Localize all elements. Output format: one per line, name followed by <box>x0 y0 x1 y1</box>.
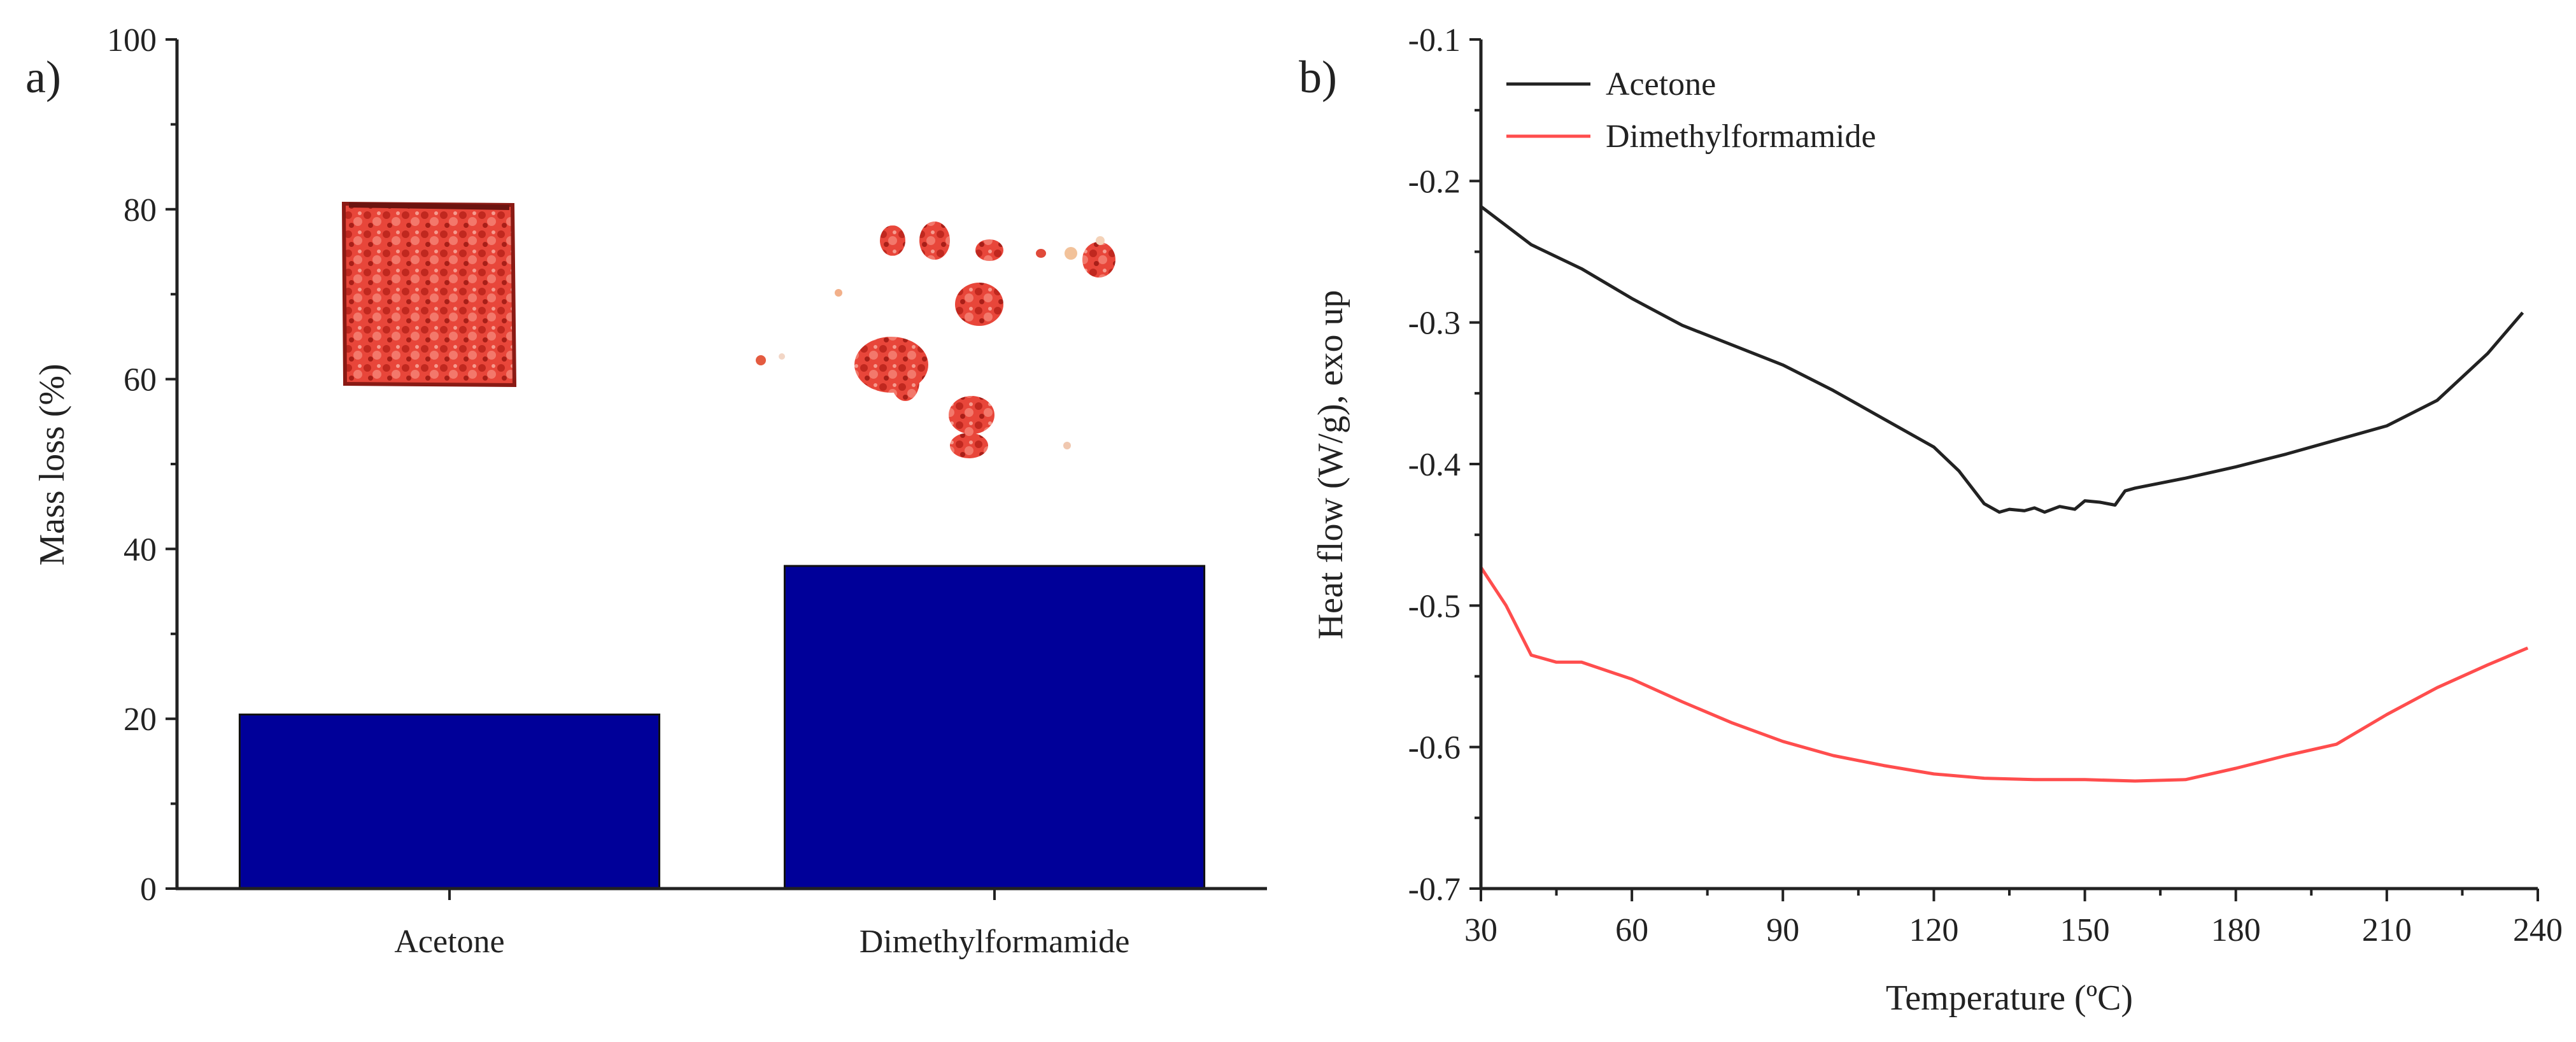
panel-b-label: b) <box>1299 52 1337 102</box>
line-chart-panel: b) -0.7 -0.6 -0.5 -0.4 -0.3 -0.2 -0.1 30 60 90 12… <box>1299 22 2563 1018</box>
y-tick-label: -0.5 <box>1408 588 1461 624</box>
x-tick-label: Acetone <box>394 924 504 960</box>
y-tick-label: 100 <box>107 22 157 59</box>
y-tick-label: 80 <box>124 192 157 229</box>
line-series <box>1479 205 2529 783</box>
x-tick-label: 120 <box>1909 912 1958 948</box>
bar-0 <box>238 714 661 890</box>
y-tick-label: -0.7 <box>1408 871 1461 908</box>
y-axis-title: Heat flow (W/g), exo up <box>1311 290 1350 640</box>
x-axis-title: Temperature (ºC) <box>1886 978 2133 1018</box>
intact-sample-photo <box>341 201 517 388</box>
y-tick-label: -0.3 <box>1408 306 1461 342</box>
x-tick-label: 150 <box>2060 912 2110 948</box>
y-tick-label: 20 <box>124 701 157 738</box>
x-tick-label: Dimethylformamide <box>860 924 1130 960</box>
fragmented-sample-photo <box>756 222 1115 458</box>
x-tick-label: 180 <box>2211 912 2261 948</box>
x-axis-ticks: 30 60 90 120 150 180 210 240 <box>1464 889 2563 948</box>
legend: Acetone Dimethylformamide <box>1506 66 1876 155</box>
y-axis-ticks: 0 20 40 60 80 100 <box>107 22 177 908</box>
y-tick-label: 0 <box>140 871 157 908</box>
y-tick-label: -0.2 <box>1408 164 1461 200</box>
x-tick-label: 60 <box>1615 912 1648 948</box>
x-axis-ticks: Acetone Dimethylformamide <box>394 889 1129 960</box>
y-tick-label: -0.4 <box>1408 447 1461 483</box>
y-tick-label: -0.1 <box>1408 22 1461 59</box>
series-line-0 <box>1480 205 2524 514</box>
y-tick-label: 40 <box>124 532 157 568</box>
panel-a-label: a) <box>25 52 61 102</box>
bar-series <box>238 565 1206 890</box>
legend-label-1: Dimethylformamide <box>1606 118 1876 155</box>
bar-chart-panel: a) 0 20 40 60 80 100 <box>25 22 1267 960</box>
y-axis-title: Mass loss (%) <box>32 363 72 565</box>
legend-label-0: Acetone <box>1606 66 1716 102</box>
x-tick-label: 210 <box>2362 912 2412 948</box>
series-line-1 <box>1479 566 2529 783</box>
x-tick-label: 90 <box>1766 912 1799 948</box>
y-tick-label: -0.6 <box>1408 730 1461 766</box>
x-tick-label: 240 <box>2513 912 2563 948</box>
y-axis-ticks: -0.7 -0.6 -0.5 -0.4 -0.3 -0.2 -0.1 <box>1408 22 1481 908</box>
bar-1 <box>783 565 1206 890</box>
x-tick-label: 30 <box>1464 912 1497 948</box>
y-tick-label: 60 <box>124 362 157 398</box>
